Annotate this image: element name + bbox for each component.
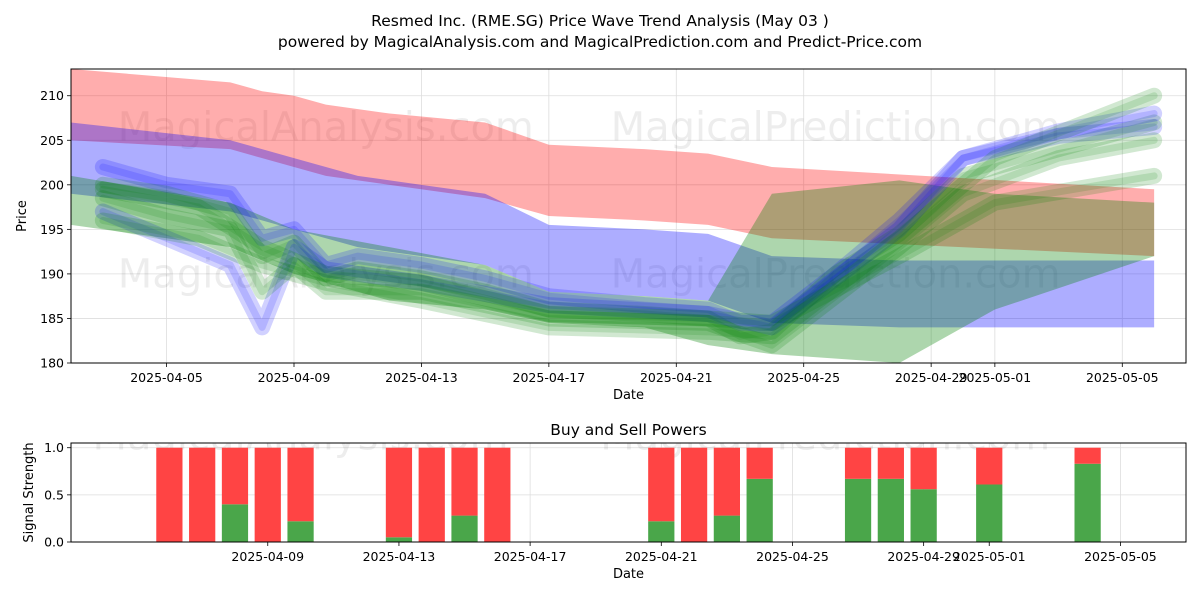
chart-title: Resmed Inc. (RME.SG) Price Wave Trend An… xyxy=(371,12,829,30)
axes-frame xyxy=(70,68,1187,364)
sell-bar xyxy=(189,447,216,542)
x-tick-label: 2025-04-13 xyxy=(363,549,436,564)
buy-bar xyxy=(287,521,314,542)
y-tick-label: 0.0 xyxy=(44,535,64,550)
price-panel: 2025-04-05 2025-04-09 2025-04-13 2025-04-17… xyxy=(15,68,1187,403)
watermark: MagicalAnalysis.com xyxy=(118,104,534,150)
x-tick-label: 2025-05-01 xyxy=(953,549,1026,564)
wave-line-blue xyxy=(94,118,1163,331)
x-tick-label: 2025-04-05 xyxy=(130,370,203,385)
x-tick-label: 2025-04-09 xyxy=(258,370,331,385)
band-blue xyxy=(71,122,1155,328)
y-tick-label: 185 xyxy=(40,311,64,326)
x-tick-label: 2025-05-01 xyxy=(959,370,1032,385)
sell-bar xyxy=(680,447,708,542)
wave-line-core-blue xyxy=(99,123,1158,327)
buy-sell-panel: Buy and Sell Powers 2025-04-09 2025-04-13 2… xyxy=(22,414,1187,582)
wave-line-green xyxy=(94,87,1163,345)
x-tick-label: 2025-04-17 xyxy=(513,370,586,385)
sell-bar xyxy=(746,447,773,479)
sell-bar xyxy=(976,447,1003,485)
x-tick-label: 2025-04-25 xyxy=(767,370,840,385)
sell-bar xyxy=(877,447,904,479)
chart-subtitle: powered by MagicalAnalysis.com and Magic… xyxy=(278,33,922,51)
y-tick-label: 1.0 xyxy=(44,440,64,455)
x-tick-label: 2025-04-21 xyxy=(640,370,713,385)
sell-bar xyxy=(910,447,937,490)
wave-line-blue xyxy=(94,105,1163,336)
band-red xyxy=(71,69,1155,257)
sell-bar xyxy=(713,447,740,516)
x-tick-label: 2025-04-09 xyxy=(231,549,304,564)
x-tick-label: 2025-04-29 xyxy=(887,549,960,564)
watermark: MagicalPrediction.com xyxy=(611,104,1061,150)
sell-bar xyxy=(385,447,413,538)
wave-line-core-blue xyxy=(99,110,1158,331)
sell-bar xyxy=(484,447,511,542)
wave-line-core-green xyxy=(99,92,1158,340)
axes-frame xyxy=(70,442,1187,543)
x-axis-label: Date xyxy=(613,388,644,403)
buy-bar xyxy=(877,478,904,542)
buy-bar xyxy=(221,504,249,542)
sell-bar xyxy=(156,447,183,542)
wave-line-green xyxy=(94,114,1163,345)
x-tick-label: 2025-04-25 xyxy=(756,549,829,564)
y-axis-label: Signal Strength xyxy=(22,442,37,542)
x-tick-label: 2025-05-05 xyxy=(1086,370,1159,385)
buy-bar xyxy=(385,537,413,542)
sell-bar xyxy=(1074,447,1101,464)
buy-bar xyxy=(1074,463,1101,542)
buy-bar xyxy=(976,484,1003,542)
sell-bar xyxy=(418,447,445,542)
buy-bar xyxy=(648,521,675,542)
wave-line-core-green xyxy=(99,136,1158,349)
wave-line-green xyxy=(94,132,1163,354)
y-tick-label: 200 xyxy=(40,177,64,192)
band-green xyxy=(71,175,1155,363)
buy-bar xyxy=(713,515,740,542)
y-tick-label: 0.5 xyxy=(44,487,64,502)
sell-bar xyxy=(221,447,249,505)
wave-line-green xyxy=(94,167,1163,331)
sell-bar xyxy=(287,447,314,522)
y-tick-label: 180 xyxy=(40,356,64,371)
wave-line-core-green xyxy=(99,118,1158,340)
x-tick-label: 2025-04-21 xyxy=(625,549,698,564)
watermark: MagicalPrediction.com xyxy=(600,414,1050,460)
buy-bar xyxy=(451,515,478,542)
y-tick-label: 190 xyxy=(40,266,64,281)
watermark: MagicalAnalysis.com xyxy=(118,251,534,297)
x-axis-label: Date xyxy=(613,567,644,582)
plot-area: MagicalAnalysis.com MagicalPrediction.com xyxy=(93,414,1101,542)
panel-title: Buy and Sell Powers xyxy=(550,421,707,439)
y-tick-label: 210 xyxy=(40,88,64,103)
x-tick-label: 2025-04-13 xyxy=(385,370,458,385)
sell-bar xyxy=(451,447,478,516)
sell-bar xyxy=(844,447,872,479)
sell-bar xyxy=(648,447,675,522)
y-axis-label: Price xyxy=(15,200,30,232)
buy-bar xyxy=(844,478,872,542)
sell-bar xyxy=(254,447,281,542)
x-tick-label: 2025-04-29 xyxy=(895,370,968,385)
x-tick-label: 2025-04-17 xyxy=(494,549,567,564)
x-tick-label: 2025-05-05 xyxy=(1084,549,1157,564)
plot-area: MagicalAnalysis.com MagicalPrediction.com… xyxy=(71,69,1163,363)
y-tick-label: 205 xyxy=(40,133,64,148)
y-tick-label: 195 xyxy=(40,222,64,237)
wave-line-core-green xyxy=(99,172,1158,327)
buy-bar xyxy=(910,489,937,542)
watermark: MagicalPrediction.com xyxy=(611,251,1061,297)
buy-bar xyxy=(746,478,773,542)
